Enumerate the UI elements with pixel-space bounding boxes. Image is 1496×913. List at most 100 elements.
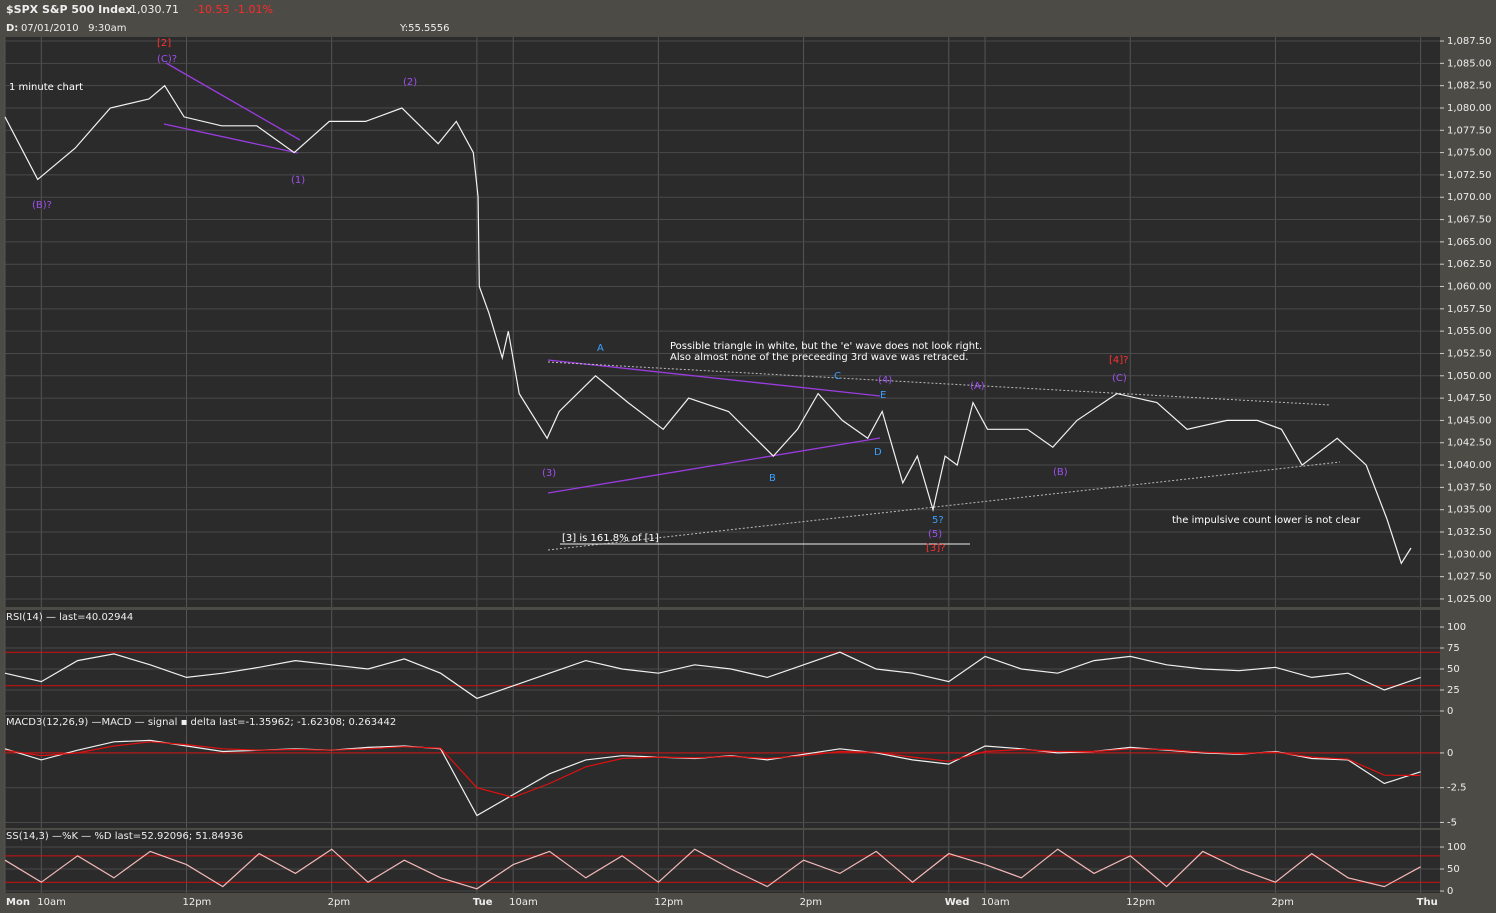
annotation: [2] [157,38,171,49]
y-tick-label: 1,027.50 [1447,572,1492,583]
annotation: D [874,447,882,458]
x-tick-label: 12pm [654,897,683,908]
y-tick-label: 100 [1447,842,1466,853]
change: -10.53 [194,3,229,16]
annotation: (4) [878,375,892,386]
cursor-value: Y:55.5556 [399,23,450,34]
y-tick-label: 75 [1447,643,1460,654]
y-tick-label: 1,062.50 [1447,259,1492,270]
x-tick-label: 10am [37,897,66,908]
line [4,84,1412,565]
annotation: [3] is 161.8% of [1] [562,533,659,544]
trend-line [547,461,1341,551]
line [4,741,1421,799]
annotation: Also almost none of the preceeding 3rd w… [670,352,968,363]
y-tick-label: 1,037.50 [1447,482,1492,493]
y-tick-label: 1,035.00 [1447,505,1492,516]
annotation: C [834,371,841,382]
trend-line [163,123,299,154]
y-tick-label: 1,032.50 [1447,527,1492,538]
annotation: E [880,390,886,401]
y-tick-label: 1,055.00 [1447,326,1492,337]
annotation: the impulsive count lower is not clear [1172,515,1361,526]
date-label: D: [6,23,18,34]
trend-line [547,359,881,397]
annotation: Possible triangle in white, but the 'e' … [670,341,982,352]
panel-title: MACD3(12,26,9) —MACD — signal ▪ delta la… [6,717,396,728]
y-tick-label: 25 [1447,685,1460,696]
y-tick-label: -2.5 [1447,783,1467,794]
panel-title: SS(14,3) —%K — %D last=52.92096; 51.8493… [6,831,243,842]
date: 07/01/2010 9:30am [21,23,127,34]
y-tick-label: 1,070.00 [1447,192,1492,203]
x-tick-label: 2pm [800,897,822,908]
y-tick-label: 1,060.00 [1447,282,1492,293]
y-tick-label: 1,050.00 [1447,371,1492,382]
x-tick-label: 2pm [328,897,350,908]
y-tick-label: 0 [1447,748,1453,759]
y-tick-label: 1,087.50 [1447,36,1492,47]
y-tick-label: 50 [1447,664,1460,675]
panel-title: RSI(14) — last=40.02944 [6,612,133,623]
y-tick-label: 1,072.50 [1447,170,1492,181]
y-tick-label: 1,042.50 [1447,438,1492,449]
annotation: A [597,343,604,354]
annotation: [4]? [1109,355,1128,366]
annotation: (C) [1112,373,1127,384]
annotation: 5? [932,515,944,526]
annotation: (C)? [157,54,177,65]
annotation: (3) [542,468,556,479]
y-tick-label: 1,040.00 [1447,460,1492,471]
rsi-panel [5,610,1440,715]
annotation: [3]? [926,543,945,554]
annotation: (B) [1053,467,1068,478]
trend-lines [163,62,1341,551]
y-tick-label: 1,077.50 [1447,125,1492,136]
grid [4,37,1440,893]
y-tick-label: 1,067.50 [1447,215,1492,226]
y-tick-label: 50 [1447,864,1460,875]
trend-line [547,361,1331,406]
y-tick-label: 1,030.00 [1447,549,1492,560]
y-tick-label: 1,075.00 [1447,148,1492,159]
annotation: (B)? [32,200,52,211]
x-tick-label: Wed [945,897,970,908]
annotation: (A) [970,381,985,392]
last-price: 1,030.71 [130,3,179,16]
trend-line [165,62,301,141]
x-tick-label: 10am [509,897,538,908]
x-tick-label: 2pm [1271,897,1293,908]
annotation: (1) [291,175,305,186]
y-tick-label: 1,080.00 [1447,103,1492,114]
x-tick-label: 10am [981,897,1010,908]
symbol: $SPX S&P 500 Index [6,3,133,16]
annotation: 1 minute chart [9,82,83,93]
annotation: (5) [928,529,942,540]
y-tick-label: 1,052.50 [1447,348,1492,359]
y-tick-label: 1,047.50 [1447,393,1492,404]
x-tick-label: Tue [473,897,493,908]
macd-panel [5,716,1440,828]
y-tick-label: 1,065.00 [1447,237,1492,248]
x-tick-label: Thu [1417,897,1438,908]
price-panel [5,37,1440,607]
annotation: (2) [403,77,417,88]
trend-line [547,437,881,494]
y-tick-label: 1,045.00 [1447,415,1492,426]
change-pct: -1.01% [234,3,273,16]
y-tick-label: 0 [1447,706,1453,717]
x-tick-label: Mon [6,897,30,908]
y-tick-label: 1,057.50 [1447,304,1492,315]
y-tick-label: 1,082.50 [1447,81,1492,92]
line [4,651,1421,700]
y-tick-label: 1,085.00 [1447,58,1492,69]
y-tick-label: -5 [1447,817,1457,828]
y-tick-label: 0 [1447,886,1453,897]
x-tick-label: 12pm [182,897,211,908]
line [4,848,1421,890]
y-tick-label: 1,025.00 [1447,594,1492,605]
annotation: B [769,473,776,484]
y-tick-label: 100 [1447,622,1466,633]
x-tick-label: 12pm [1126,897,1155,908]
